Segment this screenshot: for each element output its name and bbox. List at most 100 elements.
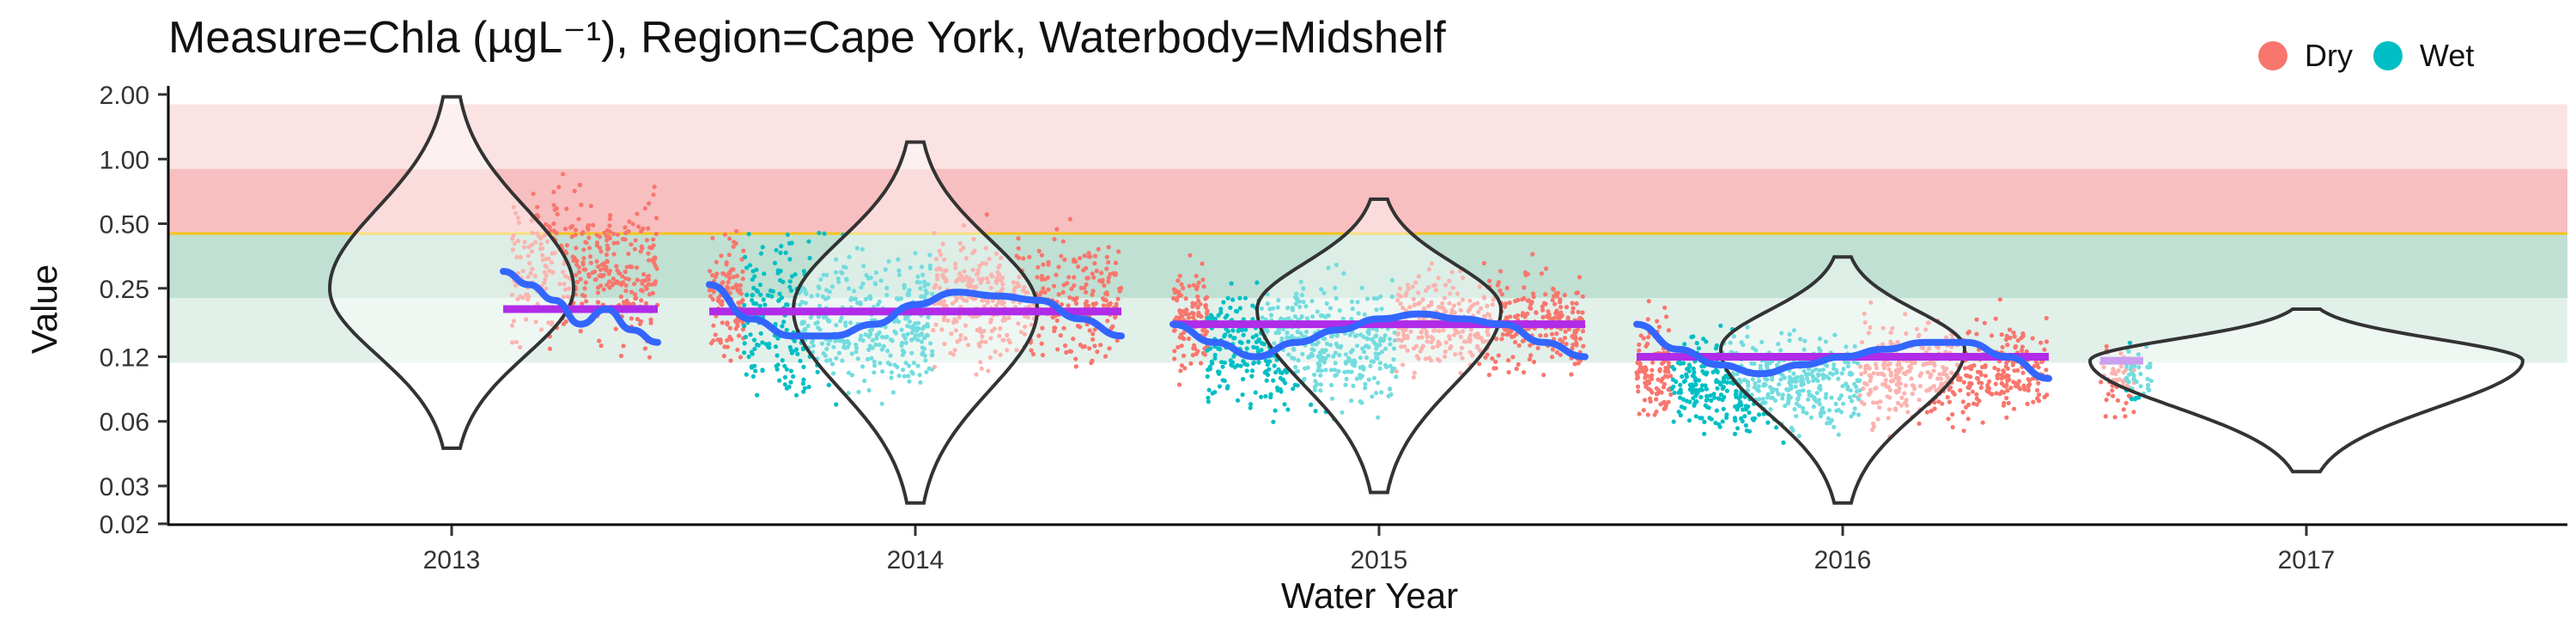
- data-point: [530, 230, 535, 235]
- data-point: [2036, 380, 2041, 386]
- data-point: [896, 257, 901, 262]
- data-point: [626, 276, 632, 282]
- data-point: [584, 240, 589, 246]
- data-point: [1027, 254, 1032, 259]
- data-point: [782, 382, 787, 387]
- data-point: [544, 264, 550, 270]
- data-point: [849, 373, 855, 378]
- data-point: [1200, 350, 1206, 355]
- data-point: [1637, 368, 1643, 374]
- data-point: [2042, 394, 2047, 400]
- data-point: [1641, 408, 1646, 413]
- data-point: [939, 327, 945, 332]
- data-point: [2104, 398, 2109, 403]
- data-point: [1636, 389, 1641, 394]
- data-point: [572, 188, 577, 194]
- data-point: [1528, 353, 1534, 358]
- data-point: [1091, 337, 1096, 342]
- data-point: [846, 370, 852, 375]
- data-point: [934, 267, 939, 272]
- data-point: [915, 320, 921, 325]
- data-point: [569, 223, 575, 228]
- data-point: [563, 227, 568, 232]
- data-point: [707, 288, 712, 293]
- data-point: [1319, 368, 1324, 374]
- data-point: [561, 270, 566, 275]
- legend-item-wet: Wet: [2373, 38, 2474, 74]
- data-point: [933, 283, 939, 288]
- data-point: [1231, 336, 1236, 341]
- data-point: [1510, 355, 1516, 360]
- data-point: [881, 343, 886, 349]
- data-point: [1642, 398, 1648, 403]
- data-point: [1697, 388, 1702, 393]
- data-point: [1340, 316, 1346, 321]
- data-point: [1187, 283, 1192, 289]
- data-point: [847, 286, 852, 291]
- data-point: [653, 231, 659, 237]
- data-point: [2013, 343, 2019, 349]
- data-point: [599, 274, 605, 279]
- data-point: [1179, 343, 1184, 349]
- data-point: [867, 343, 872, 349]
- data-point: [1113, 260, 1118, 265]
- data-point: [1255, 280, 1260, 285]
- data-point: [821, 272, 826, 277]
- data-point: [1968, 374, 1973, 380]
- data-point: [595, 264, 601, 269]
- data-point: [1377, 366, 1382, 371]
- data-point: [1091, 331, 1096, 337]
- data-point: [930, 349, 935, 354]
- data-point: [521, 245, 527, 250]
- data-point: [1082, 253, 1087, 258]
- data-point: [823, 353, 829, 358]
- data-point: [1573, 337, 1578, 342]
- data-point: [900, 348, 905, 353]
- data-point: [1309, 402, 1314, 407]
- data-point: [863, 332, 868, 337]
- data-point: [758, 251, 764, 256]
- data-point: [878, 278, 884, 283]
- data-point: [800, 381, 806, 386]
- y-tick-label: 0.50: [100, 211, 149, 240]
- data-point: [804, 291, 809, 296]
- data-point: [635, 317, 641, 322]
- data-point: [793, 392, 799, 398]
- x-tick-label: 2015: [1351, 546, 1408, 574]
- data-point: [1649, 376, 1655, 381]
- data-point: [1016, 236, 1021, 241]
- data-point: [993, 251, 999, 256]
- data-point: [623, 269, 628, 275]
- data-point: [752, 274, 757, 279]
- data-point: [1198, 301, 1203, 307]
- data-point: [849, 295, 854, 301]
- data-point: [998, 352, 1003, 357]
- data-point: [1363, 386, 1368, 391]
- data-point: [805, 323, 811, 329]
- data-point: [1496, 280, 1501, 285]
- data-point: [547, 268, 552, 274]
- data-point: [981, 304, 987, 309]
- data-point: [1267, 367, 1272, 372]
- data-point: [1106, 259, 1111, 265]
- data-point: [1646, 335, 1651, 340]
- data-point: [815, 320, 820, 325]
- data-point: [909, 369, 914, 374]
- data-point: [1073, 364, 1078, 369]
- data-point: [1002, 318, 1007, 323]
- data-point: [1239, 327, 1244, 332]
- data-point: [1662, 405, 1668, 410]
- data-point: [817, 230, 822, 235]
- data-point: [2014, 380, 2019, 386]
- data-point: [594, 258, 599, 264]
- data-point: [1078, 285, 1084, 290]
- data-point: [2036, 365, 2041, 370]
- data-point: [816, 314, 822, 319]
- data-point: [1103, 291, 1109, 296]
- data-point: [913, 251, 918, 256]
- data-point: [944, 303, 949, 308]
- data-point: [510, 236, 515, 241]
- data-point: [780, 358, 785, 363]
- data-point: [948, 350, 953, 355]
- data-point: [1654, 397, 1659, 402]
